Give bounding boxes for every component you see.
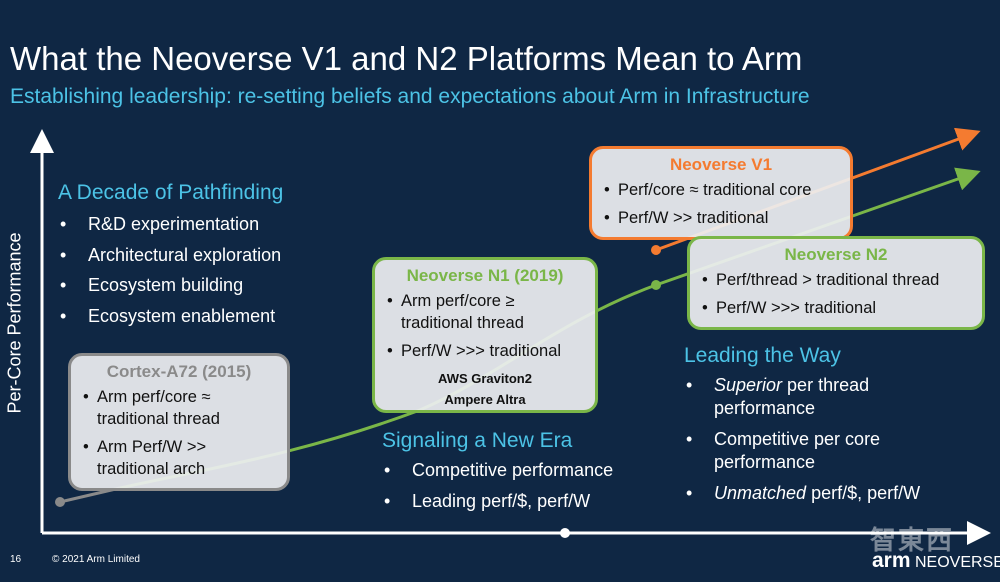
box-title: Neoverse V1 <box>669 155 773 174</box>
pathfinding-title: A Decade of Pathfinding <box>58 181 284 204</box>
list-item: Ecosystem enablement <box>58 301 283 332</box>
list-item: Leading perf/$, perf/W <box>382 486 613 517</box>
list-item: Perf/thread > traditional thread <box>700 269 972 291</box>
cortex-start-dot <box>55 497 65 507</box>
list-item: Superior per thread performance <box>684 374 884 420</box>
box-title: Neoverse N1 (2019) <box>406 266 564 285</box>
customer-label: AWS Graviton2 <box>438 371 532 386</box>
list-item: Perf/core ≈ traditional core <box>602 179 840 201</box>
leading-title: Leading the Way <box>684 344 841 367</box>
y-axis-label: Per-Core Performance <box>4 232 25 414</box>
box-title: Neoverse N2 <box>784 245 888 264</box>
slide-title: What the Neoverse V1 and N2 Platforms Me… <box>10 40 803 77</box>
customer-label: Ampere Altra <box>444 392 526 407</box>
n1-dot <box>651 280 661 290</box>
list-item: Perf/W >>> traditional <box>385 340 585 362</box>
neoverse-v1-box: Neoverse V1 Perf/core ≈ traditional core… <box>589 146 853 240</box>
signaling-section: Signaling a New Era Competitive performa… <box>382 429 613 516</box>
list-item: Competitive performance <box>382 455 613 486</box>
signaling-title: Signaling a New Era <box>382 429 573 452</box>
neoverse-n1-box: Neoverse N1 (2019) Arm perf/core ≥ tradi… <box>372 257 598 413</box>
slide-subtitle: Establishing leadership: re-setting beli… <box>10 85 810 108</box>
watermark: 智東西 <box>870 525 955 555</box>
copyright: © 2021 Arm Limited <box>52 554 140 565</box>
arm-neoverse-logo: arm NEOVERSE <box>872 549 1000 572</box>
box-title: Cortex-A72 (2015) <box>106 362 252 381</box>
list-item: Arm perf/core ≈ traditional thread <box>81 386 277 430</box>
list-item: Arm Perf/W >> traditional arch <box>81 436 277 480</box>
cortex-a72-box: Cortex-A72 (2015) Arm perf/core ≈ tradit… <box>68 353 290 491</box>
list-item: R&D experimentation <box>58 209 283 240</box>
v1-dot <box>651 245 661 255</box>
list-item: Unmatched perf/$, perf/W <box>684 482 920 505</box>
list-item: Architectural exploration <box>58 240 283 271</box>
x-axis-marker <box>560 528 570 538</box>
neoverse-n2-box: Neoverse N2 Perf/thread > traditional th… <box>687 236 985 330</box>
list-item: Perf/W >>> traditional <box>700 297 972 319</box>
list-item: Perf/W >> traditional <box>602 207 840 229</box>
leading-section: Leading the Way Superior per thread perf… <box>684 344 920 505</box>
list-item: Ecosystem building <box>58 270 283 301</box>
pathfinding-section: A Decade of Pathfinding R&D experimentat… <box>58 181 283 331</box>
list-item: Arm perf/core ≥ traditional thread <box>385 290 585 334</box>
list-item: Competitive per core performance <box>684 428 904 474</box>
page-number: 16 <box>10 554 22 565</box>
